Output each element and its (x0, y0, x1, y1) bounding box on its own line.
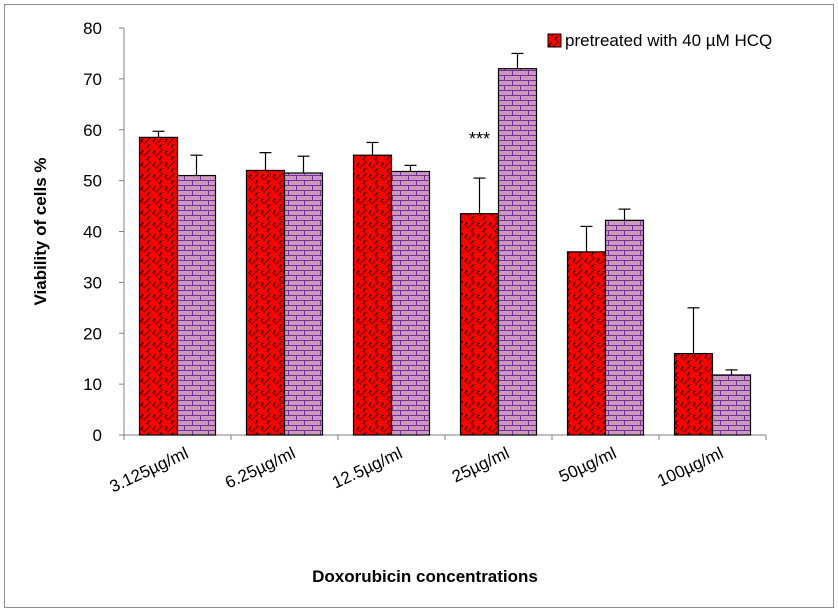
bars (138, 52, 752, 436)
legend-label: pretreated with 40 µM HCQ (565, 31, 772, 50)
y-tick-label: 80 (83, 19, 102, 38)
x-tick-label: 12.5µg/ml (329, 443, 405, 492)
bar-series-2 (176, 174, 217, 436)
x-tick-label: 100µg/ml (654, 443, 726, 490)
y-tick-label: 0 (93, 426, 102, 445)
x-tick-label: 50µg/ml (556, 443, 619, 486)
y-tick-label: 10 (83, 375, 102, 394)
y-tick-label: 20 (83, 324, 102, 343)
x-tick-label: 3.125µg/ml (107, 443, 192, 496)
x-axis-title: Doxorubicin concentrations (312, 567, 538, 586)
x-tick-label: 25µg/ml (449, 443, 512, 486)
y-tick-label: 30 (83, 273, 102, 292)
bar-series-2 (283, 172, 324, 436)
legend: pretreated with 40 µM HCQ (547, 31, 772, 50)
significance-annotation: *** (469, 129, 490, 149)
bar-series-2 (497, 68, 538, 436)
axes (119, 27, 767, 440)
y-tick-label: 40 (83, 223, 102, 242)
bar-series-1 (459, 213, 500, 436)
bar-series-2 (390, 170, 431, 436)
bar-series-1 (138, 136, 179, 436)
bar-series-1 (673, 353, 714, 436)
bar-series-1 (566, 251, 607, 436)
y-tick-label: 60 (83, 121, 102, 140)
bar-series-1 (245, 169, 286, 436)
bar-series-1 (352, 154, 393, 436)
x-tick-label: 6.25µg/ml (222, 443, 298, 492)
y-axis-title: Viability of cells % (31, 157, 50, 305)
y-tick-label: 70 (83, 70, 102, 89)
legend-swatch (547, 33, 562, 48)
y-tick-label: 50 (83, 172, 102, 191)
bar-series-2 (604, 219, 645, 436)
bar-series-2 (711, 374, 752, 436)
